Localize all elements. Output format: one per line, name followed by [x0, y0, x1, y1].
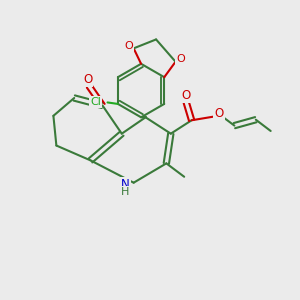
Text: Cl: Cl [90, 97, 101, 107]
Text: O: O [214, 106, 224, 120]
Text: O: O [124, 41, 133, 51]
Text: O: O [181, 89, 190, 102]
Text: N: N [121, 178, 130, 191]
Text: H: H [121, 187, 130, 197]
Text: O: O [176, 54, 185, 64]
Text: O: O [83, 73, 92, 86]
